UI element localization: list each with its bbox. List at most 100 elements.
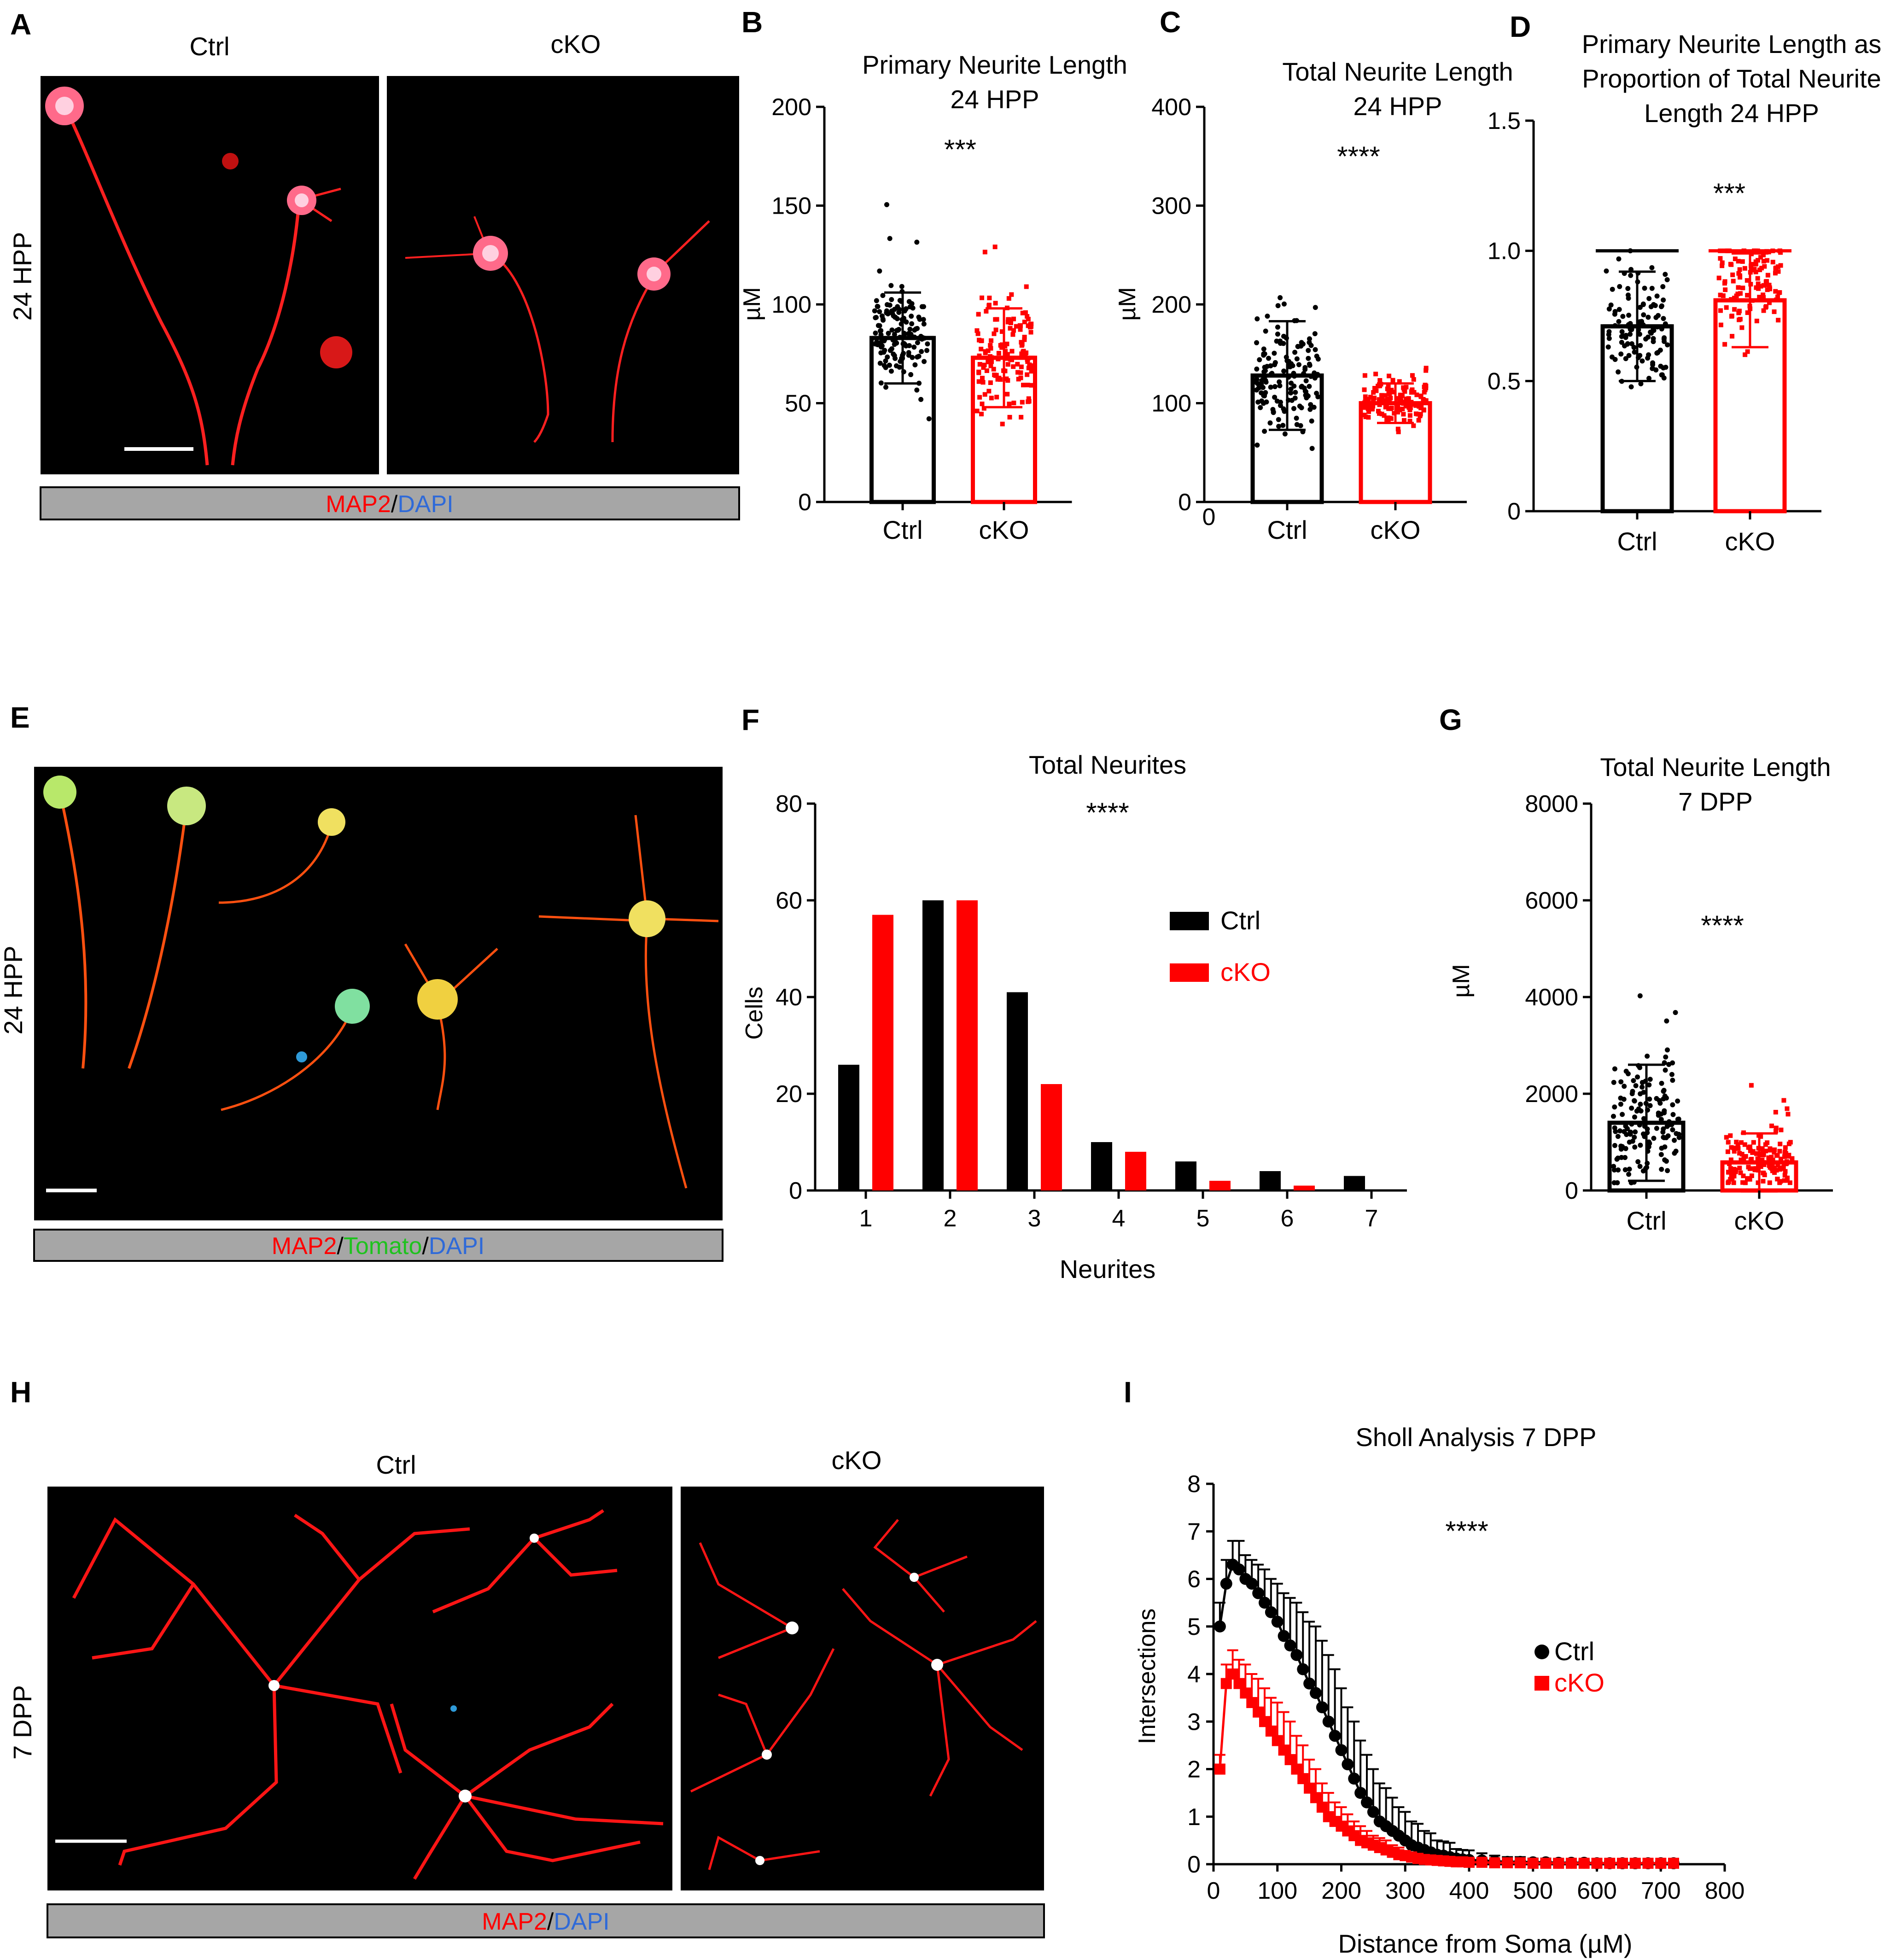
data-point [875, 304, 881, 309]
chart-title: Total Neurite Length [1282, 57, 1513, 86]
data-point [991, 367, 996, 372]
significance-label: **** [1086, 797, 1129, 828]
data-point [981, 365, 986, 370]
data-point [1282, 408, 1287, 414]
data-point [1654, 350, 1660, 356]
chart-g: G Total Neurite Length 7 DPP 0 2000 4000 6000 8… [1439, 703, 1833, 1235]
data-point [1661, 316, 1666, 321]
chart-title: Length 24 HPP [1644, 99, 1819, 128]
data-point [1004, 376, 1009, 381]
y-tick-label: 6 [1187, 1566, 1201, 1593]
chart-title: Primary Neurite Length [862, 50, 1127, 79]
data-point [1783, 1145, 1788, 1150]
data-point [986, 389, 992, 394]
x-tick-label: 100 [1257, 1878, 1297, 1904]
data-point [1605, 344, 1611, 350]
data-point [1619, 329, 1625, 334]
panel-letter: F [741, 703, 759, 736]
data-point [1746, 1165, 1751, 1170]
data-point [1254, 340, 1260, 345]
data-point [1746, 1145, 1751, 1150]
x-tick-label: 4 [1112, 1205, 1126, 1232]
data-point [877, 268, 882, 274]
data-point [1645, 315, 1651, 320]
y-tick-label: 60 [776, 887, 802, 914]
data-point [1263, 378, 1268, 383]
data-point [1610, 1114, 1616, 1119]
data-point [1611, 1164, 1616, 1169]
data-point [1739, 1140, 1744, 1145]
data-point [1739, 1157, 1744, 1162]
x-axis-label: Distance from Soma (µM) [1338, 1929, 1632, 1958]
bar-cko [1041, 1084, 1062, 1190]
data-point [1294, 415, 1299, 421]
data-point [1023, 310, 1028, 315]
data-point [1395, 407, 1400, 412]
data-point [1005, 352, 1010, 357]
panel-a-micrograph-ctrl [41, 76, 379, 474]
data-point [1418, 393, 1424, 398]
y-tick-label: 100 [771, 292, 811, 318]
data-point [1263, 390, 1268, 396]
data-point [1774, 1168, 1779, 1173]
data-point [1011, 316, 1016, 321]
data-point [1276, 424, 1282, 429]
data-point [875, 342, 881, 347]
data-point [1009, 357, 1015, 362]
data-point [1662, 1093, 1668, 1099]
x-tick-label: 400 [1449, 1878, 1489, 1904]
data-point [1618, 1095, 1623, 1101]
panel-h-row-label: 7 DPP [8, 1685, 37, 1760]
data-point [1406, 405, 1412, 410]
data-point [1675, 1098, 1680, 1104]
data-point [1646, 375, 1652, 381]
data-point [1658, 1152, 1664, 1157]
data-point [1022, 334, 1027, 339]
data-point [908, 372, 914, 377]
data-point [1761, 259, 1766, 264]
data-point [1762, 264, 1767, 269]
data-point [1767, 300, 1772, 305]
data-point [1313, 305, 1318, 310]
chart-title: Proportion of Total Neurite [1582, 64, 1881, 93]
data-point [1663, 1158, 1669, 1164]
data-point [1728, 1157, 1733, 1162]
data-point [1745, 1176, 1750, 1181]
data-point [1305, 393, 1311, 399]
data-point [915, 340, 920, 345]
data-point [1654, 1096, 1659, 1101]
panel-letter-h: H [10, 1376, 31, 1409]
data-point [1759, 266, 1764, 271]
data-point [1737, 1151, 1742, 1156]
data-point [1669, 1072, 1674, 1077]
legend-label: Ctrl [1220, 906, 1260, 935]
data-point [1029, 321, 1034, 327]
data-point [988, 343, 993, 348]
data-point [1254, 387, 1260, 393]
data-point [1257, 357, 1262, 362]
data-point [1407, 419, 1412, 424]
data-point [1776, 290, 1781, 295]
data-point [1754, 318, 1759, 323]
data-point [1638, 343, 1643, 348]
data-point [1274, 338, 1279, 344]
data-point [984, 309, 989, 314]
y-tick-label: 0 [1507, 498, 1521, 525]
data-point [1368, 395, 1373, 400]
data-point [1752, 1167, 1757, 1172]
data-point [888, 368, 894, 374]
data-point [1632, 1135, 1637, 1140]
data-point [1615, 1134, 1621, 1139]
data-point [1291, 383, 1297, 389]
data-point [976, 312, 981, 317]
data-point [1659, 1145, 1664, 1151]
data-point [1363, 394, 1368, 399]
data-point [1673, 1010, 1678, 1015]
data-point [1664, 1047, 1670, 1053]
data-point [1743, 1154, 1748, 1159]
data-point [892, 353, 897, 358]
data-point [992, 331, 997, 336]
data-point [1372, 386, 1377, 391]
data-point [1661, 1088, 1667, 1093]
data-point [1663, 364, 1669, 370]
